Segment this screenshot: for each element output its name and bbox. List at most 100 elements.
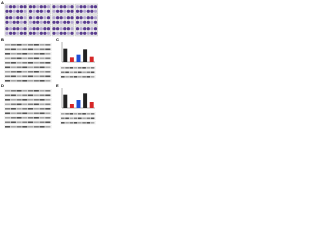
well	[93, 27, 98, 31]
band	[16, 48, 22, 51]
well	[52, 16, 56, 20]
well	[5, 16, 9, 20]
band	[45, 108, 51, 110]
bar	[63, 48, 68, 62]
band	[45, 75, 51, 78]
well	[86, 9, 90, 13]
band	[39, 117, 45, 119]
well	[66, 9, 70, 13]
band	[5, 71, 11, 73]
well	[39, 9, 43, 13]
band	[78, 76, 82, 78]
plate	[75, 14, 98, 26]
well	[39, 16, 43, 20]
well	[70, 31, 74, 35]
band	[22, 66, 28, 69]
well	[5, 27, 9, 31]
well	[43, 31, 47, 35]
band	[28, 48, 34, 51]
plate	[51, 3, 75, 15]
band	[10, 112, 16, 115]
band	[61, 122, 65, 124]
band	[39, 121, 45, 124]
band	[61, 71, 65, 74]
band	[90, 113, 95, 115]
well	[52, 31, 56, 35]
band	[69, 76, 74, 78]
well	[79, 20, 83, 24]
band	[28, 117, 34, 119]
band	[16, 71, 22, 73]
well	[59, 27, 63, 31]
band	[45, 44, 51, 46]
band	[16, 121, 22, 124]
well	[59, 5, 63, 9]
band	[78, 113, 82, 115]
band	[78, 71, 82, 74]
band	[33, 57, 39, 60]
band	[86, 122, 91, 124]
band	[5, 44, 11, 46]
well	[23, 27, 27, 31]
band	[22, 75, 28, 78]
band	[39, 99, 45, 101]
band	[33, 121, 39, 124]
band	[5, 75, 11, 78]
band	[28, 126, 34, 128]
well	[83, 16, 87, 20]
band	[16, 66, 22, 69]
well	[39, 5, 43, 9]
band	[10, 94, 16, 97]
bar	[76, 100, 81, 108]
band	[33, 117, 39, 119]
band	[22, 44, 28, 46]
band	[16, 90, 22, 92]
well	[70, 16, 74, 20]
band	[5, 66, 11, 69]
band	[28, 71, 34, 73]
band	[10, 75, 16, 78]
well	[56, 20, 60, 24]
well	[83, 5, 87, 9]
plate	[28, 14, 51, 26]
well	[46, 27, 51, 31]
band	[16, 75, 22, 78]
band	[10, 71, 16, 73]
band	[90, 67, 95, 69]
plate	[51, 25, 75, 37]
well	[19, 31, 23, 35]
band	[16, 108, 22, 110]
bar	[63, 94, 68, 108]
band	[33, 90, 39, 92]
blot-strip	[4, 65, 52, 69]
panel-label: B	[1, 37, 4, 42]
plate	[4, 14, 28, 26]
well	[19, 20, 23, 24]
well	[16, 31, 20, 35]
well	[56, 31, 60, 35]
well	[52, 27, 56, 31]
well	[16, 20, 20, 24]
blot-strip	[60, 75, 96, 79]
well	[86, 5, 90, 9]
well	[43, 5, 47, 9]
blot-strip	[4, 125, 52, 129]
well	[93, 20, 98, 24]
well	[56, 16, 60, 20]
well	[36, 16, 40, 20]
well	[39, 31, 43, 35]
well	[23, 31, 27, 35]
band	[33, 108, 39, 110]
band	[33, 66, 39, 69]
bar	[69, 104, 74, 108]
blot-strip	[4, 52, 52, 56]
well	[70, 9, 74, 13]
band	[61, 113, 65, 115]
band	[45, 121, 51, 124]
band	[28, 66, 34, 69]
blot-strip	[60, 121, 96, 125]
panel-label: A	[1, 0, 4, 5]
well	[56, 9, 60, 13]
well	[39, 20, 43, 24]
bar	[89, 56, 94, 62]
